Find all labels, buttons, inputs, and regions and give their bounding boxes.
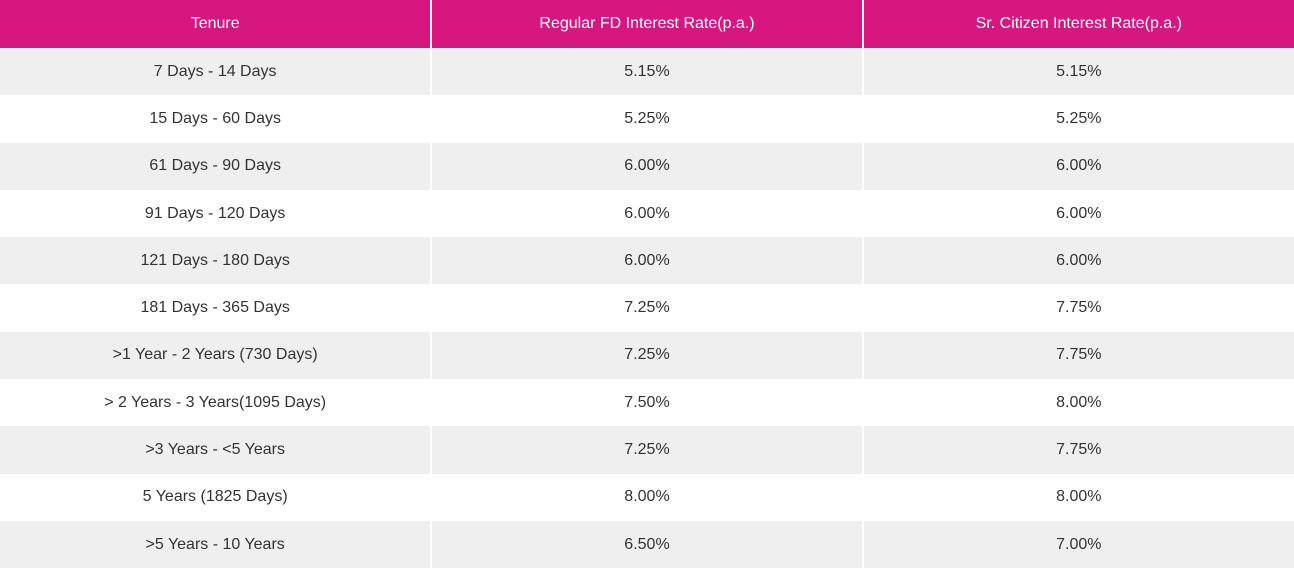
table-cell: 5.25% [430,95,863,143]
table-cell: 7.25% [430,284,863,332]
table-cell: 8.00% [861,473,1294,521]
table-cell: 6.50% [430,520,863,568]
table-cell: 6.00% [861,142,1294,190]
table-cell: 6.00% [430,189,863,238]
table-cell: 7 Days - 14 Days [0,48,432,96]
table-cell: 7.25% [430,426,863,474]
table-cell: 5.15% [861,48,1294,96]
table-row: > 2 Years - 3 Years(1095 Days) 7.50% 8.00% [0,379,1294,427]
table-row: 121 Days - 180 Days 6.00% 6.00% [0,237,1294,285]
table-cell: 181 Days - 365 Days [0,284,432,332]
table-cell: 5 Years (1825 Days) [0,473,432,521]
table-cell: 7.25% [430,331,863,380]
table-cell: 7.75% [861,331,1294,380]
table-cell: 91 Days - 120 Days [0,189,432,238]
table-cell: >5 Years - 10 Years [0,520,432,568]
table-cell: 6.00% [430,237,863,285]
header-row: Tenure Regular FD Interest Rate(p.a.) Sr. … [0,0,1294,48]
table-row: 15 Days - 60 Days 5.25% 5.25% [0,95,1294,143]
table-cell: 7.75% [861,284,1294,332]
table-cell: 5.25% [861,95,1294,143]
header-cell: Regular FD Interest Rate(p.a.) [430,0,863,48]
table-row: >3 Years - <5 Years 7.25% 7.75% [0,426,1294,474]
table-cell: >1 Year - 2 Years (730 Days) [0,331,432,380]
table-cell: 7.00% [861,520,1294,568]
table-cell: 6.00% [861,237,1294,285]
table-row: >5 Years - 10 Years 6.50% 7.00% [0,520,1294,568]
table-row: 91 Days - 120 Days 6.00% 6.00% [0,189,1294,238]
table-cell: 8.00% [861,379,1294,427]
table-cell: 5.15% [430,48,863,96]
table-row: 7 Days - 14 Days 5.15% 5.15% [0,48,1294,96]
table-cell: 6.00% [430,142,863,190]
table-cell: 7.50% [430,379,863,427]
table-cell: >3 Years - <5 Years [0,426,432,474]
table-cell: 7.75% [861,426,1294,474]
table-header: Tenure Regular FD Interest Rate(p.a.) Sr. … [0,0,1294,48]
table-cell: 61 Days - 90 Days [0,142,432,190]
table-cell: > 2 Years - 3 Years(1095 Days) [0,379,432,427]
table-cell: 121 Days - 180 Days [0,237,432,285]
table-body: 7 Days - 14 Days 5.15% 5.15% 15 Days - 60 D… [0,48,1294,568]
table-cell: 8.00% [430,473,863,521]
table-row: 5 Years (1825 Days) 8.00% 8.00% [0,473,1294,521]
table-row: 181 Days - 365 Days 7.25% 7.75% [0,284,1294,332]
table-row: 61 Days - 90 Days 6.00% 6.00% [0,142,1294,190]
header-cell: Sr. Citizen Interest Rate(p.a.) [861,0,1294,48]
table-row: >1 Year - 2 Years (730 Days) 7.25% 7.75% [0,331,1294,380]
table-cell: 6.00% [861,189,1294,238]
table-cell: 15 Days - 60 Days [0,95,432,143]
header-cell: Tenure [0,0,432,48]
